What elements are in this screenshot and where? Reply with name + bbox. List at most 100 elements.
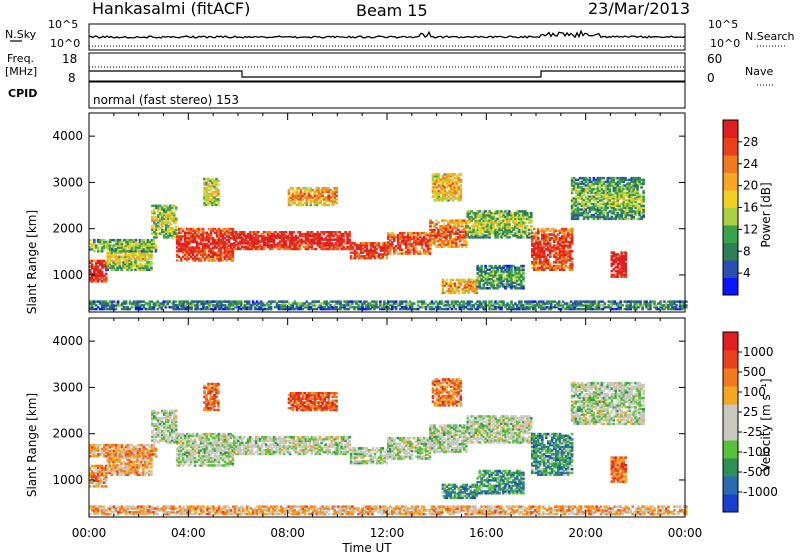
data-cell: [98, 240, 102, 244]
data-cell: [150, 253, 153, 257]
data-cell: [554, 257, 558, 260]
data-cell: [291, 307, 295, 311]
data-cell: [470, 228, 473, 232]
data-cell: [318, 245, 322, 249]
data-cell: [130, 262, 133, 266]
data-cell: [150, 251, 153, 255]
data-cell: [544, 248, 548, 251]
data-cell: [236, 302, 239, 305]
data-cell: [195, 244, 199, 247]
data-cell: [548, 251, 552, 255]
data-cell: [122, 238, 126, 242]
data-cell: [543, 307, 547, 311]
data-cell: [124, 257, 127, 260]
data-cell: [445, 173, 449, 176]
data-cell: [128, 250, 132, 253]
data-cell: [576, 182, 580, 185]
data-cell: [217, 188, 220, 192]
data-cell: [486, 275, 489, 279]
data-cell: [241, 242, 244, 245]
data-cell: [333, 306, 336, 309]
data-cell: [169, 204, 172, 208]
data-cell: [201, 227, 205, 231]
data-cell: [570, 176, 574, 180]
data-cell: [404, 300, 408, 303]
data-cell: [110, 264, 113, 268]
data-cell: [584, 178, 588, 182]
data-cell: [282, 236, 286, 240]
data-cell: [445, 232, 448, 235]
data-cell: [144, 302, 148, 305]
data-cell: [215, 203, 218, 207]
data-cell: [447, 230, 450, 233]
data-cell: [545, 300, 549, 303]
data-cell: [402, 307, 406, 311]
data-cell: [225, 238, 229, 242]
data-cell: [318, 232, 322, 236]
data-cell: [328, 232, 331, 236]
data-cell: [618, 193, 621, 196]
data-cell: [210, 307, 213, 311]
data-cell: [160, 306, 164, 309]
data-cell: [449, 245, 452, 248]
data-cell: [148, 304, 152, 307]
data-cell: [299, 302, 303, 305]
data-cell: [610, 210, 614, 213]
data-cell: [451, 175, 455, 178]
data-cell: [221, 242, 225, 246]
data-cell: [357, 300, 360, 303]
data-cell: [293, 194, 297, 197]
data-cell: [562, 248, 566, 251]
data-cell: [325, 302, 328, 305]
data-cell: [326, 240, 329, 243]
data-cell: [93, 276, 96, 279]
data-cell: [226, 304, 229, 307]
data-cell: [187, 227, 191, 231]
data-cell: [560, 238, 564, 242]
data-cell: [104, 269, 108, 272]
data-cell: [211, 192, 214, 196]
freq-label-1: Freq.: [7, 52, 34, 65]
data-cell: [459, 239, 462, 243]
data-cell: [554, 266, 558, 270]
data-cell: [190, 304, 193, 307]
data-cell: [537, 268, 540, 271]
data-cell: [287, 201, 291, 205]
data-cell: [215, 235, 219, 238]
data-cell: [502, 270, 505, 273]
data-cell: [252, 236, 256, 240]
data-cell: [104, 242, 108, 246]
data-cell: [568, 246, 572, 249]
data-cell: [478, 221, 481, 224]
data-cell: [258, 244, 262, 247]
data-cell: [580, 182, 584, 185]
data-cell: [482, 217, 485, 221]
data-cell: [539, 262, 542, 266]
data-cell: [219, 251, 223, 255]
data-cell: [268, 236, 272, 240]
data-cell: [118, 257, 121, 260]
data-cell: [298, 244, 302, 247]
data-cell: [582, 204, 586, 208]
data-cell: [416, 239, 420, 242]
data-cell: [297, 203, 301, 207]
data-cell: [414, 243, 418, 246]
data-cell: [213, 259, 217, 262]
data-cell: [124, 262, 127, 266]
data-cell: [443, 284, 447, 287]
data-cell: [624, 258, 627, 262]
data-cell: [118, 244, 122, 247]
data-cell: [237, 247, 240, 251]
data-cell: [335, 194, 338, 197]
data-cell: [197, 248, 201, 251]
data-cell: [537, 233, 540, 236]
data-cell: [174, 225, 178, 228]
data-cell: [387, 307, 390, 311]
data-cell: [586, 197, 590, 200]
data-cell: [616, 208, 620, 211]
data-cell: [203, 203, 206, 207]
data-cell: [453, 191, 457, 195]
data-cell: [616, 189, 620, 193]
data-cell: [492, 266, 495, 270]
data-cell: [281, 306, 285, 309]
